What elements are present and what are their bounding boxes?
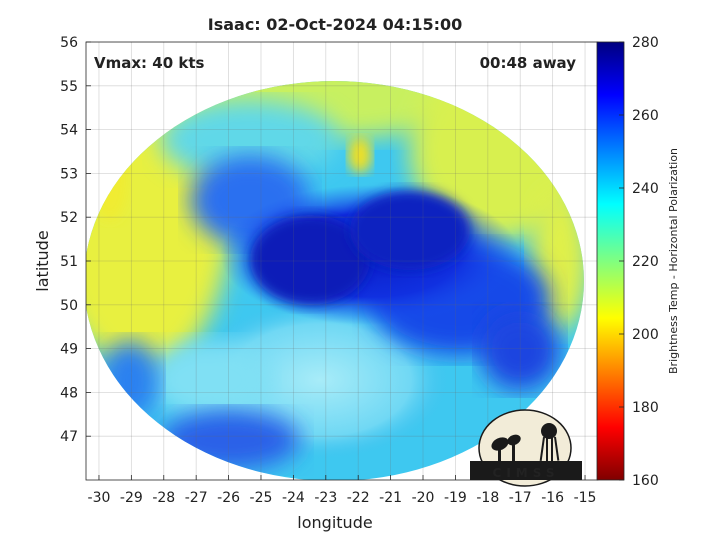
x-tick-label: -16 xyxy=(541,490,564,506)
y-axis-label: latitude xyxy=(33,230,52,291)
y-tick-label: 48 xyxy=(60,385,78,401)
colorbar-tick-label: 240 xyxy=(632,181,659,197)
y-tick-label: 56 xyxy=(60,35,78,51)
colorbar-tick-labels: 160 180 200 220 240 260 280 xyxy=(619,35,659,489)
x-tick-label: -21 xyxy=(379,490,402,506)
x-axis-label: longitude xyxy=(297,513,372,532)
y-tick-label: 50 xyxy=(60,298,78,314)
colorbar-tick-label: 280 xyxy=(632,35,659,51)
colorbar-tick-label: 200 xyxy=(632,327,659,343)
logo-text: CIMSS xyxy=(493,466,560,480)
x-tick-label: -18 xyxy=(476,490,499,506)
cimss-logo: CIMSS xyxy=(470,409,582,487)
vmax-label: Vmax: 40 kts xyxy=(94,54,204,72)
x-tick-label: -25 xyxy=(250,490,273,506)
x-tick-label: -22 xyxy=(347,490,370,506)
colorbar-tick-label: 260 xyxy=(632,108,659,124)
y-tick-label: 51 xyxy=(60,254,78,270)
x-tick-label: -27 xyxy=(185,490,208,506)
away-label: 00:48 away xyxy=(480,54,577,72)
x-tick-label: -26 xyxy=(217,490,240,506)
colorbar-tick-label: 180 xyxy=(632,400,659,416)
x-tick-label: -17 xyxy=(509,490,532,506)
colorbar-label: Brightness Temp - Horizontal Polarizatio… xyxy=(667,148,680,374)
x-tick-labels: -30 -29 -28 -27 -26 -25 -24 -23 -22 -21 -20 -19 -18-… xyxy=(88,475,597,506)
colorbar-tick-label: 160 xyxy=(632,473,659,489)
x-tick-label: -29 xyxy=(120,490,143,506)
x-tick-label: -30 xyxy=(88,490,111,506)
colorbar: 160 180 200 220 240 260 280 Brightness Temp - … xyxy=(596,35,680,489)
x-tick-label: -19 xyxy=(444,490,467,506)
colorbar-tick-label: 220 xyxy=(632,254,659,270)
x-tick-label: -24 xyxy=(282,490,305,506)
x-tick-label: -20 xyxy=(412,490,435,506)
x-tick-label: -15 xyxy=(574,490,597,506)
y-tick-label: 54 xyxy=(60,123,78,139)
y-tick-label: 47 xyxy=(60,429,78,445)
y-tick-label: 53 xyxy=(60,166,78,182)
y-tick-label: 52 xyxy=(60,210,78,226)
y-tick-labels: 47 48 49 50 51 52 53 54 55 56 xyxy=(60,35,91,445)
x-tick-label: -23 xyxy=(314,490,337,506)
y-tick-label: 55 xyxy=(60,79,78,95)
chart-title: Isaac: 02-Oct-2024 04:15:00 xyxy=(208,15,463,34)
y-tick-label: 49 xyxy=(60,342,78,358)
x-tick-label: -28 xyxy=(152,490,175,506)
